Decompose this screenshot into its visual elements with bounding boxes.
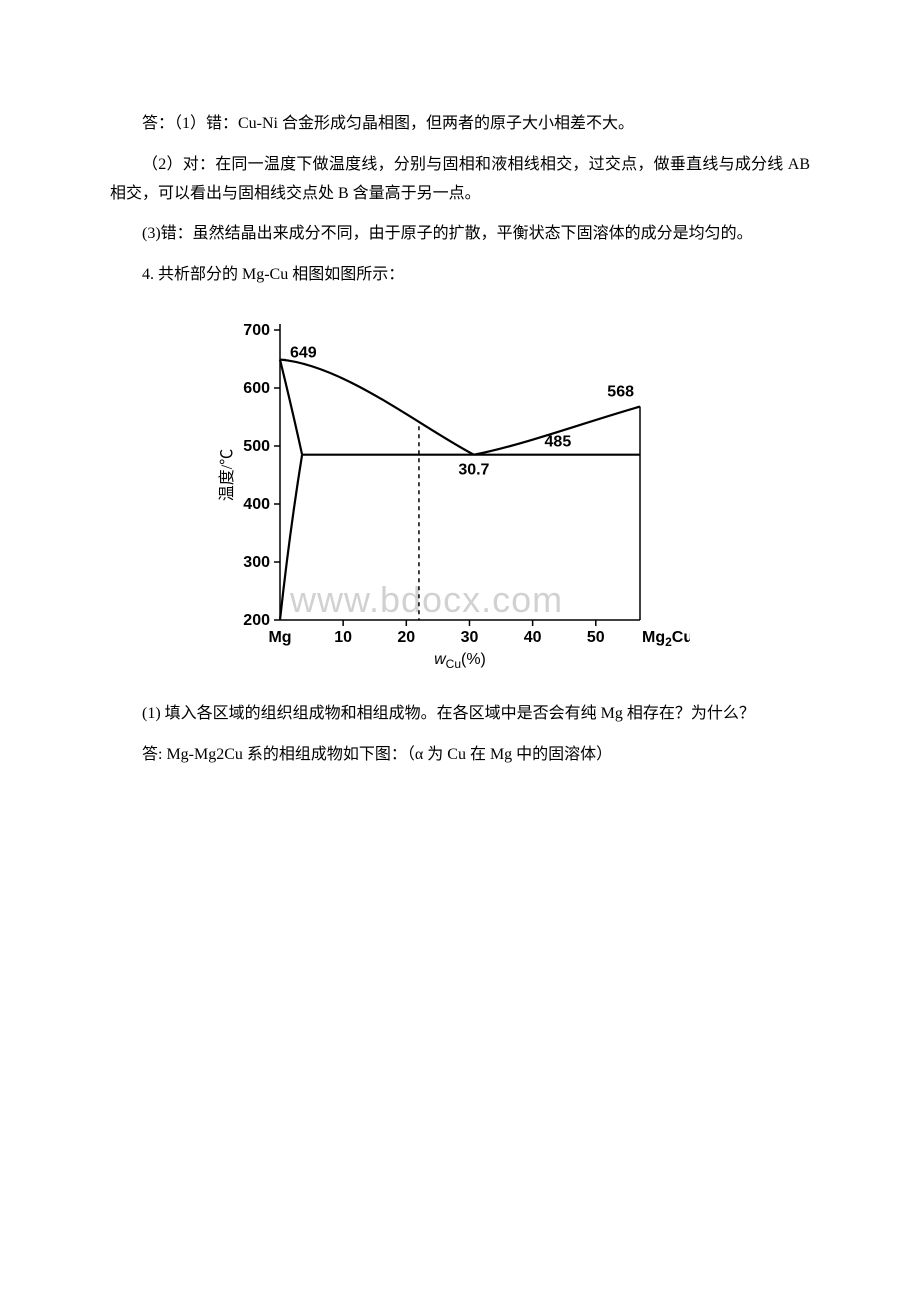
svg-text:485: 485 [545,434,572,451]
svg-text:30: 30 [461,629,479,646]
svg-text:300: 300 [243,554,270,571]
answer-3: (3)错：虽然结晶出来成分不同，由于原子的扩散，平衡状态下固溶体的成分是均匀的。 [110,220,810,249]
svg-text:Mg2Cu: Mg2Cu [642,629,690,649]
svg-text:400: 400 [243,496,270,513]
svg-text:10: 10 [334,629,352,646]
svg-text:wCu(%): wCu(%) [434,651,486,670]
answer-4-1: 答: Mg-Mg2Cu 系的相组成物如下图：（α 为 Cu 在 Mg 中的固溶体… [110,741,810,770]
question-4: 4. 共析部分的 Mg-Cu 相图如图所示： [110,261,810,290]
svg-text:温度/℃: 温度/℃ [218,449,236,501]
question-4-1: (1) 填入各区域的组织组成物和相组成物。在各区域中是否会有纯 Mg 相存在？为… [110,700,810,729]
svg-text:200: 200 [243,612,270,629]
svg-text:700: 700 [243,322,270,339]
svg-text:40: 40 [524,629,542,646]
svg-text:600: 600 [243,380,270,397]
phase-diagram-svg: 200 300 400 500 600 700 10 20 30 40 50 Mg Mg2Cu 温度/℃ w… [210,310,690,670]
svg-text:50: 50 [587,629,605,646]
svg-text:20: 20 [397,629,415,646]
svg-text:500: 500 [243,438,270,455]
svg-text:649: 649 [290,345,317,362]
svg-text:30.7: 30.7 [458,462,489,479]
answer-1: 答：（1）错：Cu-Ni 合金形成匀晶相图，但两者的原子大小相差不大。 [110,110,810,139]
phase-diagram-container: 200 300 400 500 600 700 10 20 30 40 50 Mg Mg2Cu 温度/℃ w… [210,310,710,670]
svg-text:Mg: Mg [268,629,291,646]
svg-text:568: 568 [607,384,634,401]
answer-2: （2）对：在同一温度下做温度线，分别与固相和液相线相交，过交点，做垂直线与成分线… [110,151,810,209]
